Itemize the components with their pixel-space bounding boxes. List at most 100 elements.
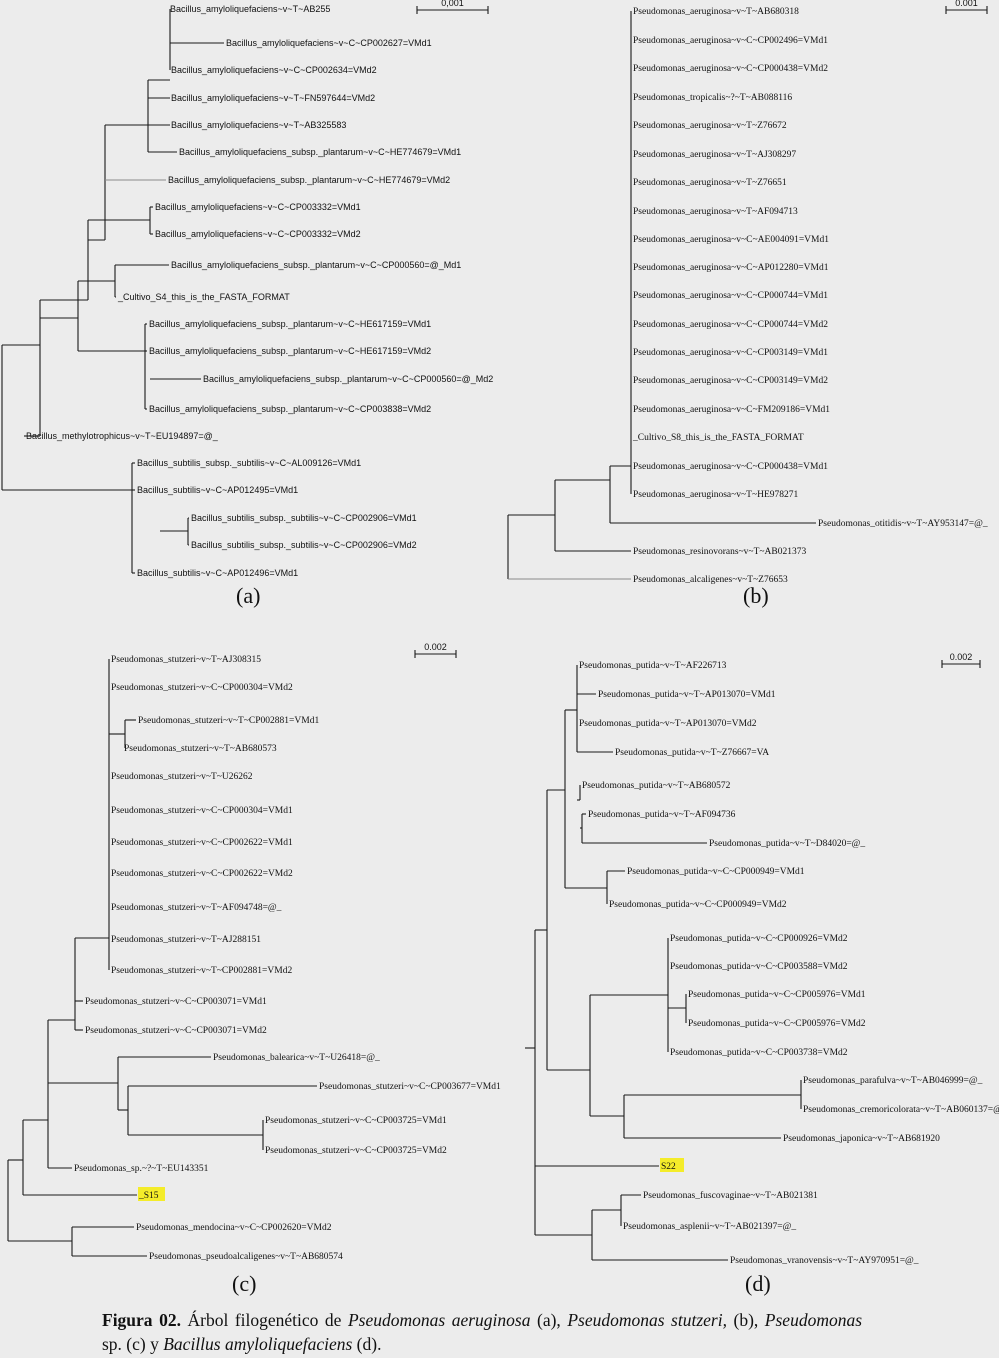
leaf-label: Pseudomonas_stutzeri~v~C~CP002622=VMd2 — [111, 869, 293, 879]
leaf-label: Pseudomonas_putida~v~T~AF226713 — [579, 661, 727, 671]
leaf-label: Pseudomonas_putida~v~T~AP013070=VMd2 — [579, 719, 757, 729]
leaf-label: Pseudomonas_mendocina~v~C~CP002620=VMd2 — [136, 1223, 332, 1233]
leaf-label: Pseudomonas_putida~v~C~CP000926=VMd2 — [670, 934, 848, 944]
leaf-label: Pseudomonas_stutzeri~v~T~AJ288151 — [111, 935, 261, 945]
leaf-label: Pseudomonas_aeruginosa~v~T~AJ308297 — [633, 150, 796, 160]
caption-species-b: Pseudomonas stutzeri, — [567, 1310, 727, 1330]
caption-species-a: Pseudomonas aeruginosa — [347, 1310, 531, 1330]
caption-label: Figura 02. — [102, 1310, 181, 1330]
tree-panel-a: Bacillus_amyloliquefaciens~v~T~AB255 Baci… — [0, 0, 500, 580]
leaf-label: Pseudomonas_asplenii~v~T~AB021397=@_ — [623, 1222, 796, 1232]
leaf-label: Pseudomonas_stutzeri~v~C~CP003725=VMd1 — [265, 1116, 447, 1126]
leaf-label: Pseudomonas_aeruginosa~v~C~CP003149=VMd2 — [633, 376, 828, 386]
leaf-label: Pseudomonas_japonica~v~T~AB681920 — [783, 1134, 940, 1144]
leaf-label: Pseudomonas_aeruginosa~v~C~AP012280=VMd1 — [633, 263, 829, 273]
leaf-label: Pseudomonas_stutzeri~v~C~CP003071=VMd2 — [85, 1026, 267, 1036]
panel-label-b: (b) — [743, 583, 769, 608]
leaf-label: Pseudomonas_putida~v~T~AB680572 — [582, 781, 731, 791]
leaf-label: _S15 — [138, 1191, 159, 1201]
leaf-label: Bacillus_subtilis~v~C~AP012496=VMd1 — [137, 568, 298, 578]
leaf-label: Pseudomonas_aeruginosa~v~T~Z76672 — [633, 121, 787, 131]
caption-text-4: sp. (c) y — [102, 1334, 164, 1354]
leaf-label: Pseudomonas_stutzeri~v~C~CP002622=VMd1 — [111, 838, 293, 848]
leaf-label: _Cultivo_S8_this_is_the_FASTA_FORMAT — [632, 433, 804, 443]
leaf-label: S22 — [661, 1162, 676, 1172]
caption-species-d: Bacillus amyloliquefaciens — [163, 1334, 353, 1354]
leaf-label: Pseudomonas_putida~v~T~D84020=@_ — [709, 839, 865, 849]
leaf-label: Bacillus_subtilis_subsp._subtilis~v~C~CP… — [191, 540, 417, 550]
scale-bar-label: 0.002 — [424, 642, 447, 652]
leaf-label: Pseudomonas_stutzeri~v~T~AF094748=@_ — [111, 903, 282, 913]
leaf-label: Bacillus_amyloliquefaciens~v~C~CP002627=… — [226, 38, 432, 48]
leaf-label: Pseudomonas_otitidis~v~T~AY953147=@_ — [818, 519, 988, 529]
scale-bar-label: 0.002 — [950, 652, 973, 662]
leaf-label: Pseudomonas_pseudoalcaligenes~v~T~AB6805… — [149, 1252, 343, 1262]
leaf-label: _Cultivo_S4_this_is_the_FASTA_FORMAT — [117, 292, 290, 302]
leaf-label: Pseudomonas_aeruginosa~v~C~CP000438=VMd2 — [633, 64, 828, 74]
tree-d-canvas: Pseudomonas_putida~v~T~AF226713 Pseudomon… — [525, 652, 999, 1266]
leaf-label: Pseudomonas_stutzeri~v~T~CP002881=VMd2 — [111, 966, 292, 976]
leaf-label: Pseudomonas_stutzeri~v~C~CP003725=VMd2 — [265, 1146, 447, 1156]
leaf-label: Pseudomonas_alcaligenes~v~T~Z76653 — [633, 575, 788, 585]
tree-a-canvas: Bacillus_amyloliquefaciens~v~T~AB255 Baci… — [1, 0, 493, 578]
leaf-label: Pseudomonas_fuscovaginae~v~T~AB021381 — [643, 1190, 818, 1201]
leaf-label: Pseudomonas_aeruginosa~v~T~Z76651 — [633, 178, 787, 188]
leaf-label: Bacillus_methylotrophicus~v~T~EU194897=@… — [26, 431, 219, 441]
leaf-label: Bacillus_amyloliquefaciens_subsp._planta… — [149, 404, 431, 414]
leaf-label: Pseudomonas_aeruginosa~v~T~AB680318 — [633, 7, 799, 17]
leaf-label: Bacillus_amyloliquefaciens~v~T~FN597644=… — [171, 93, 375, 103]
leaf-label: Pseudomonas_aeruginosa~v~T~HE978271 — [633, 490, 799, 500]
leaf-label: Bacillus_amyloliquefaciens~v~C~CP002634=… — [171, 65, 377, 75]
tree-panel-b: Pseudomonas_aeruginosa~v~T~AB680318 Pseud… — [500, 0, 999, 590]
leaf-highlight — [138, 1187, 165, 1201]
panel-label-c: (c) — [232, 1271, 257, 1296]
tree-c-canvas: Pseudomonas_stutzeri~v~T~AJ308315 Pseudom… — [7, 642, 501, 1262]
leaf-highlight — [660, 1158, 684, 1172]
leaf-label: Pseudomonas_stutzeri~v~T~CP002881=VMd1 — [138, 716, 319, 726]
leaf-label: Pseudomonas_parafulva~v~T~AB046999=@_ — [803, 1075, 983, 1086]
leaf-label: Pseudomonas_aeruginosa~v~C~FM209186=VMd1 — [633, 405, 830, 415]
leaf-label: Pseudomonas_aeruginosa~v~C~AE004091=VMd1 — [633, 235, 829, 245]
leaf-label: Bacillus_subtilis_subsp._subtilis~v~C~CP… — [191, 513, 417, 523]
caption-species-c: Pseudomonas — [764, 1310, 863, 1330]
leaf-label: Pseudomonas_putida~v~T~Z76667=VA — [615, 748, 769, 758]
leaf-label: Bacillus_amyloliquefaciens_subsp._planta… — [171, 260, 461, 270]
leaf-label: Pseudomonas_stutzeri~v~C~CP003677=VMd1 — [319, 1082, 501, 1092]
leaf-label: Pseudomonas_balearica~v~T~U26418=@_ — [213, 1053, 380, 1063]
leaf-label: Bacillus_amyloliquefaciens_subsp._planta… — [168, 175, 450, 185]
leaf-label: Bacillus_amyloliquefaciens_subsp._planta… — [203, 374, 493, 384]
leaf-label: Bacillus_amyloliquefaciens_subsp._planta… — [149, 319, 431, 329]
panel-label-a: (a) — [236, 583, 261, 608]
leaf-label: Bacillus_amyloliquefaciens~v~T~AB255 — [170, 4, 330, 14]
panel-label-d: (d) — [745, 1271, 771, 1296]
tree-panel-d: Pseudomonas_putida~v~T~AF226713 Pseudomon… — [520, 640, 999, 1270]
leaf-label: Bacillus_amyloliquefaciens_subsp._planta… — [149, 346, 431, 356]
leaf-label: Pseudomonas_putida~v~C~CP003738=VMd2 — [670, 1048, 848, 1058]
tree-b-canvas: Pseudomonas_aeruginosa~v~T~AB680318 Pseud… — [507, 0, 988, 585]
leaf-label: Bacillus_subtilis_subsp._subtilis~v~C~AL… — [137, 458, 361, 468]
leaf-label: Pseudomonas_stutzeri~v~T~AJ308315 — [111, 655, 261, 665]
leaf-label: Pseudomonas_stutzeri~v~C~CP003071=VMd1 — [85, 997, 267, 1007]
caption-text-2: (a), — [530, 1310, 568, 1330]
leaf-label: Pseudomonas_stutzeri~v~T~AB680573 — [124, 744, 277, 754]
leaf-label: Bacillus_amyloliquefaciens~v~C~CP003332=… — [155, 229, 361, 239]
leaf-label: Pseudomonas_cremoricolorata~v~T~AB060137… — [803, 1105, 999, 1115]
leaf-label: Pseudomonas_aeruginosa~v~C~CP000744=VMd1 — [633, 291, 828, 301]
leaf-label: Bacillus_amyloliquefaciens_subsp._planta… — [179, 147, 461, 157]
leaf-label: Bacillus_amyloliquefaciens~v~T~AB325583 — [171, 120, 346, 130]
leaf-label: Pseudomonas_tropicalis~?~T~AB088116 — [633, 93, 792, 103]
leaf-label: Pseudomonas_putida~v~T~AF094736 — [588, 810, 736, 820]
leaf-label: Pseudomonas_putida~v~C~CP000949=VMd2 — [609, 900, 787, 910]
leaf-label: Pseudomonas_vranovensis~v~T~AY970951=@_ — [730, 1256, 919, 1266]
leaf-label: Pseudomonas_putida~v~C~CP000949=VMd1 — [627, 867, 805, 877]
leaf-label: Pseudomonas_aeruginosa~v~C~CP002496=VMd1 — [633, 36, 828, 46]
figure-caption: Figura 02. Árbol filogenético de Pseudom… — [102, 1308, 862, 1356]
leaf-label: Bacillus_subtilis~v~C~AP012495=VMd1 — [137, 485, 298, 495]
leaf-label: Pseudomonas_sp.~?~T~EU143351 — [74, 1164, 209, 1174]
scale-bar-label: 0,001 — [441, 0, 464, 8]
leaf-label: Pseudomonas_stutzeri~v~C~CP000304=VMd1 — [111, 806, 293, 816]
caption-text-5: (d). — [352, 1334, 382, 1354]
leaf-label: Pseudomonas_aeruginosa~v~C~CP000438=VMd1 — [633, 462, 828, 472]
leaf-label: Pseudomonas_putida~v~C~CP005976=VMd2 — [688, 1019, 866, 1029]
leaf-label: Pseudomonas_stutzeri~v~C~CP000304=VMd2 — [111, 683, 293, 693]
